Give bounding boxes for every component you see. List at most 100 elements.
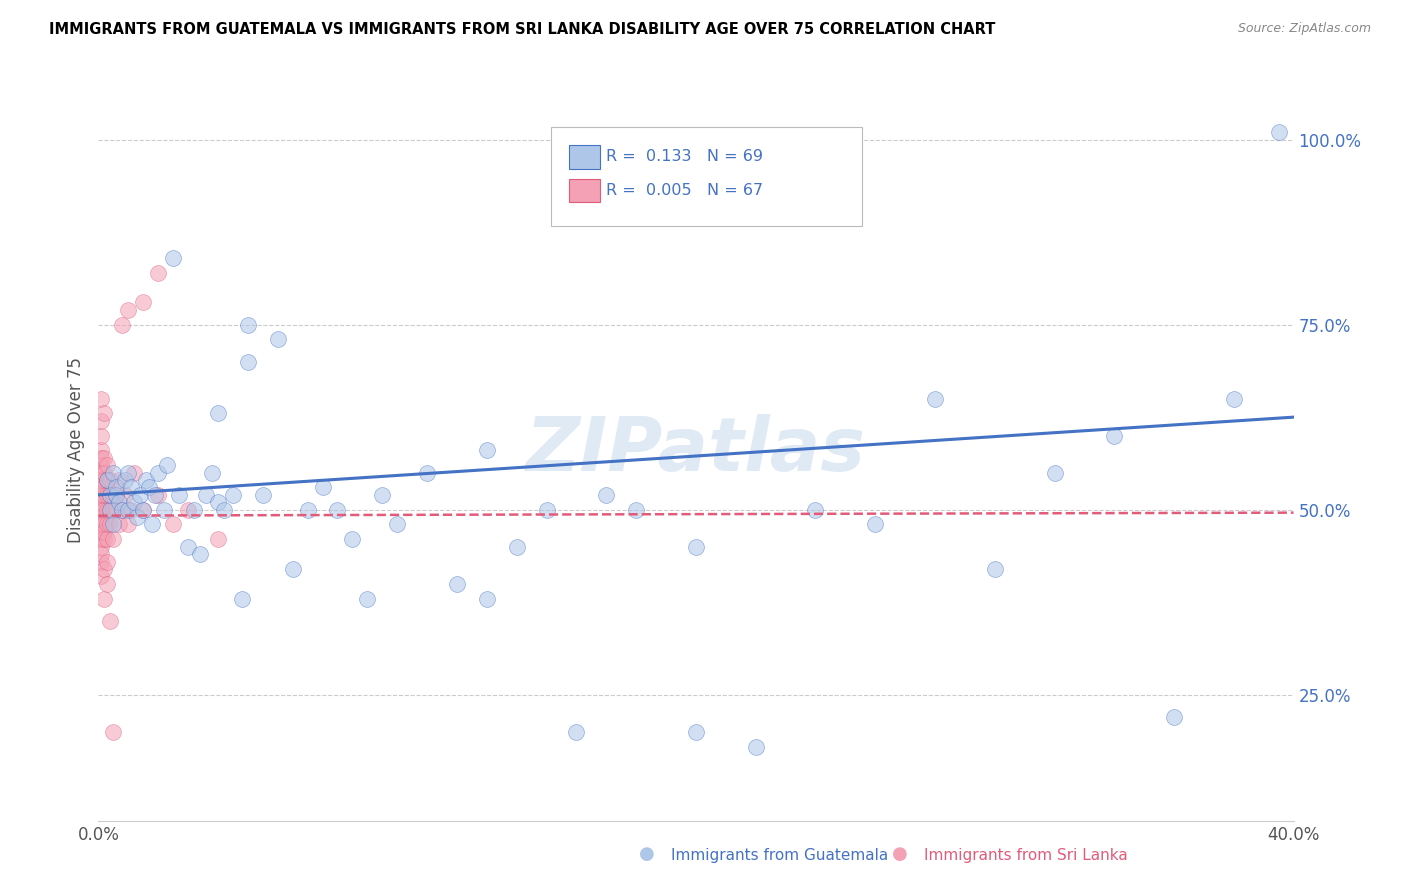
Point (90, 517, 112, 532)
Point (103, 502, 125, 516)
Point (865, 517, 887, 532)
Point (96, 488, 118, 502)
Point (132, 295, 155, 310)
Point (98, 502, 122, 516)
Point (96, 576, 118, 591)
Point (103, 517, 125, 532)
Point (96, 473, 118, 487)
Point (626, 502, 648, 516)
Point (132, 502, 155, 516)
Point (177, 540, 200, 554)
Point (105, 502, 128, 516)
Point (143, 488, 166, 502)
Point (90, 450, 112, 465)
Text: R =  0.005   N = 67: R = 0.005 N = 67 (606, 184, 763, 198)
Point (326, 502, 349, 516)
Point (804, 502, 827, 516)
Point (117, 302, 139, 317)
Text: ●: ● (891, 846, 908, 863)
Point (506, 540, 529, 554)
Point (103, 488, 125, 502)
Point (105, 488, 128, 502)
Point (93, 591, 115, 606)
Point (90, 510, 112, 524)
Point (90, 533, 112, 547)
Point (98, 473, 122, 487)
Point (90, 495, 112, 509)
Point (135, 473, 157, 487)
Point (98, 502, 122, 516)
Point (281, 562, 304, 576)
Point (475, 591, 498, 606)
Point (103, 466, 125, 480)
Text: Immigrants from Guatemala: Immigrants from Guatemala (671, 848, 889, 863)
Point (93, 488, 115, 502)
Point (96, 502, 118, 516)
Point (96, 554, 118, 569)
Point (177, 502, 200, 516)
Point (162, 251, 184, 265)
Point (129, 488, 152, 502)
Point (105, 480, 128, 494)
Point (90, 466, 112, 480)
Text: Immigrants from Sri Lanka: Immigrants from Sri Lanka (924, 848, 1128, 863)
Point (90, 540, 112, 554)
Point (167, 488, 190, 502)
Point (103, 533, 125, 547)
Point (93, 502, 115, 516)
Point (222, 488, 245, 502)
Point (371, 488, 394, 502)
Point (93, 517, 115, 532)
Point (98, 614, 122, 628)
Point (90, 473, 112, 487)
Point (96, 473, 118, 487)
Point (98, 488, 122, 502)
Point (356, 591, 378, 606)
Text: Source: ZipAtlas.com: Source: ZipAtlas.com (1237, 22, 1371, 36)
Point (111, 318, 134, 332)
Text: ZIPatlas: ZIPatlas (526, 414, 866, 487)
Point (120, 502, 142, 516)
Point (207, 533, 229, 547)
Point (111, 502, 134, 516)
Point (124, 495, 146, 509)
Point (1223, 392, 1246, 406)
Point (252, 488, 274, 502)
Point (90, 392, 112, 406)
Point (103, 724, 125, 739)
Point (1104, 428, 1126, 442)
Point (117, 466, 139, 480)
Point (446, 576, 468, 591)
Point (93, 480, 115, 494)
Point (267, 333, 290, 347)
Point (311, 480, 333, 494)
Point (90, 480, 112, 494)
Text: ●: ● (638, 846, 655, 863)
Point (1043, 466, 1066, 480)
Point (342, 533, 364, 547)
Point (93, 450, 115, 465)
Point (984, 562, 1007, 576)
Point (93, 533, 115, 547)
Point (105, 488, 128, 502)
Point (212, 502, 235, 516)
Point (90, 547, 112, 561)
Point (745, 739, 768, 754)
Point (141, 517, 163, 532)
Point (153, 502, 176, 516)
Point (90, 569, 112, 583)
Point (475, 443, 498, 458)
Point (207, 495, 229, 509)
Point (90, 443, 112, 458)
Point (90, 554, 112, 569)
Point (90, 428, 112, 442)
Point (148, 466, 170, 480)
Point (96, 458, 118, 473)
Point (93, 524, 115, 539)
Point (127, 510, 149, 524)
Point (195, 488, 218, 502)
Point (156, 458, 179, 473)
Point (90, 414, 112, 428)
Y-axis label: Disability Age Over 75: Disability Age Over 75 (66, 358, 84, 543)
Point (595, 488, 617, 502)
